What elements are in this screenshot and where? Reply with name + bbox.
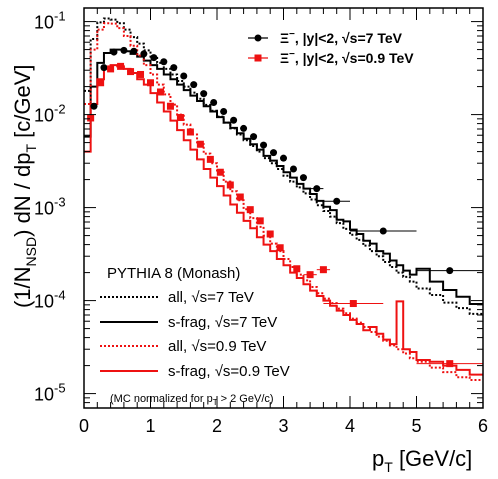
data-point-circle [220,107,228,115]
data-point-square [156,88,164,96]
data-point-circle [299,174,307,182]
data-point-square [256,217,264,225]
data-point-circle [379,227,387,235]
legend-label-data-7tev: Ξ−, |y|<2, √s=7 TeV [280,29,403,46]
model-histogram-3 [84,64,483,376]
x-tick-labels: 0 1 2 3 4 5 6 [79,416,488,436]
data-point-circle [270,149,278,157]
data-point-square [107,65,115,73]
data-point-square [293,265,301,273]
y-axis-label: (1/NNSD) dN / dpT [c/GeV] [10,64,39,308]
y-tick-label: 10-2 [34,102,66,126]
data-point-circle [313,185,321,193]
data-point-square [117,62,125,70]
data-point-square [166,102,174,110]
data-point-circle [240,124,248,132]
data-point-circle [150,54,158,62]
y-tick-label: 10-4 [34,288,66,312]
legend-entry-all-0p9tev: all, √s=0.9 TeV [100,338,266,355]
legend-entry-data-7tev: Ξ−, |y|<2, √s=7 TeV [248,29,403,46]
data-point-square [147,79,154,87]
data-point-square [446,360,454,368]
data-point-square [196,140,204,148]
normalization-note: (MC normalized for pT > 2 GeV/c) [110,393,274,407]
data-point-circle [280,154,287,162]
data-point-circle [190,81,198,89]
data-point-square [276,244,284,252]
data-point-circle [260,141,268,149]
data-point-square [349,300,357,308]
data-point-square [266,230,274,238]
data-point-circle [250,133,258,141]
data-point-circle [120,46,128,54]
data-legend: Ξ−, |y|<2, √s=7 TeV Ξ−, |y|<2, √s=0.9 Te… [248,29,414,66]
model-histogram-1 [84,48,483,305]
data-point-circle [130,47,138,55]
data-point-circle [180,72,188,80]
x-tick-label: 4 [345,416,355,436]
model-legend: PYTHIA 8 (Monash) all, √s=7 TeV s-frag, … [100,265,290,407]
data-point-circle [289,165,297,173]
data-point-square [97,79,105,87]
data-point-square [236,193,244,201]
data-point-square [186,128,194,136]
legend-label-sfrag-7tev: s-frag, √s=7 TeV [168,314,277,331]
data-point-square [226,181,234,189]
legend-label-all-7tev: all, √s=7 TeV [168,289,254,306]
data-points [87,46,483,368]
x-tick-label: 6 [478,416,488,436]
legend-label-all-0p9tev: all, √s=0.9 TeV [168,338,266,355]
legend-label-data-0p9tev: Ξ−, |y|<2, √s=0.9 TeV [280,49,414,66]
model-curves [84,17,483,382]
data-point-square [246,206,254,214]
data-point-square [127,68,135,76]
data-point-circle [110,48,118,56]
model-histogram-0 [84,17,483,315]
y-tick-label: 10-5 [34,381,66,405]
legend-entry-sfrag-7tev: s-frag, √s=7 TeV [100,314,277,331]
legend-entry-sfrag-0p9tev: s-frag, √s=0.9 TeV [100,363,290,380]
data-point-circle [333,197,341,205]
data-point-square [87,114,95,122]
y-tick-label: 10-1 [34,9,66,33]
y-tick-labels: 10-5 10-4 10-3 10-2 10-1 [34,9,66,405]
data-point-square [216,168,224,176]
data-point-square [306,271,314,279]
legend-marker-square [254,54,262,62]
data-point-square [137,70,145,78]
x-tick-label: 5 [411,416,421,436]
legend-entry-all-7tev: all, √s=7 TeV [100,289,254,306]
data-point-circle [200,90,208,98]
x-tick-label: 0 [79,416,89,436]
legend-entry-data-0p9tev: Ξ−, |y|<2, √s=0.9 TeV [248,49,414,66]
data-point-circle [170,64,178,72]
legend-label-sfrag-0p9tev: s-frag, √s=0.9 TeV [168,363,290,380]
data-point-circle [160,58,168,66]
y-tick-label: 10-3 [34,195,66,219]
legend-marker-circle [254,34,262,42]
data-point-square [319,266,327,274]
data-point-circle [90,102,98,110]
data-point-square [176,114,184,122]
model-legend-header: PYTHIA 8 (Monash) [107,265,240,282]
data-point-circle [140,50,148,58]
x-axis-label: pT [GeV/c] [372,446,472,475]
data-point-circle [210,98,218,106]
x-tick-label: 2 [212,416,222,436]
axis-ticks [83,8,484,409]
data-point-square [206,155,214,163]
x-tick-label: 1 [145,416,155,436]
data-point-circle [446,267,454,275]
data-point-circle [100,64,108,72]
data-point-circle [230,116,238,124]
x-tick-label: 3 [278,416,288,436]
